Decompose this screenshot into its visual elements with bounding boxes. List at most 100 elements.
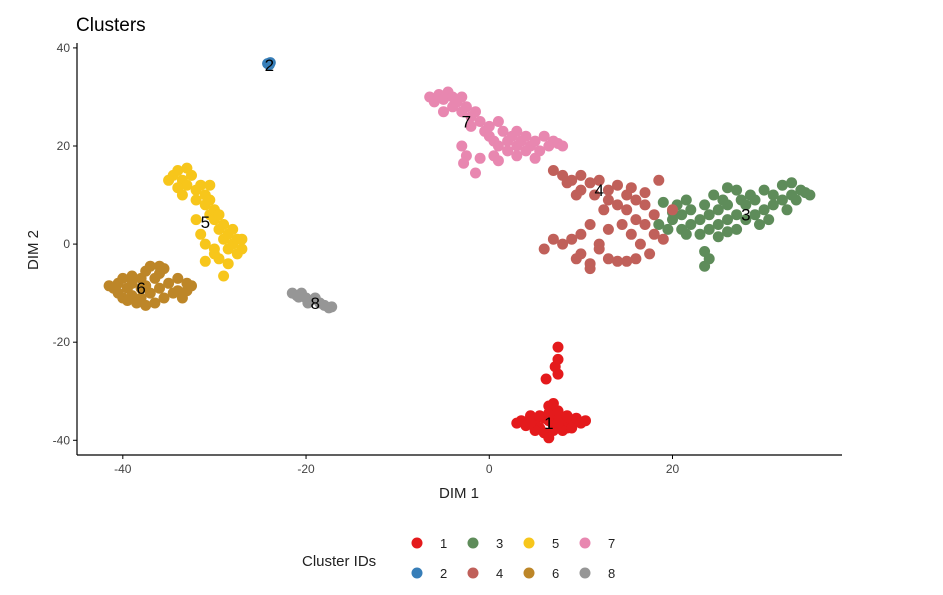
- cluster-label-2: 2: [265, 56, 274, 75]
- legend-key-2: [411, 567, 423, 579]
- point-cluster-7: [557, 140, 569, 152]
- point-cluster-4: [667, 204, 678, 216]
- point-cluster-3: [776, 194, 788, 206]
- point-cluster-6: [121, 295, 133, 306]
- point-cluster-3: [767, 189, 779, 201]
- point-cluster-1: [511, 417, 523, 429]
- point-cluster-2: [264, 57, 276, 69]
- point-cluster-6: [172, 272, 184, 284]
- point-cluster-1: [552, 417, 564, 429]
- y-tick-label: -40: [53, 433, 71, 447]
- point-cluster-4: [602, 253, 614, 265]
- x-tick-label: 20: [666, 462, 680, 476]
- point-cluster-4: [547, 165, 559, 176]
- point-cluster-3: [676, 209, 688, 221]
- point-cluster-4: [557, 238, 569, 250]
- point-cluster-4: [602, 223, 614, 235]
- point-cluster-3: [731, 223, 743, 235]
- point-cluster-4: [602, 194, 614, 206]
- chart-title: Clusters: [76, 15, 146, 36]
- point-cluster-5: [208, 248, 220, 260]
- point-cluster-6: [144, 287, 156, 299]
- point-cluster-3: [662, 223, 674, 235]
- point-cluster-6: [154, 282, 165, 294]
- point-cluster-1: [580, 415, 591, 427]
- point-cluster-7: [492, 140, 504, 152]
- point-cluster-7: [456, 140, 468, 152]
- point-cluster-4: [593, 174, 605, 186]
- point-cluster-4: [630, 214, 642, 226]
- series-7: [424, 86, 569, 179]
- point-cluster-7: [511, 150, 523, 162]
- point-cluster-4: [616, 219, 628, 230]
- point-cluster-3: [758, 204, 770, 216]
- point-cluster-3: [754, 219, 765, 230]
- cluster-label-3: 3: [741, 206, 750, 225]
- point-cluster-5: [236, 243, 248, 255]
- point-cluster-4: [575, 169, 587, 181]
- point-cluster-3: [767, 199, 779, 211]
- point-cluster-8: [326, 301, 338, 313]
- legend-label-5: 5: [552, 536, 559, 551]
- point-cluster-4: [634, 238, 646, 250]
- point-cluster-6: [158, 292, 170, 304]
- point-cluster-7: [458, 157, 470, 169]
- point-cluster-3: [680, 228, 692, 240]
- point-cluster-4: [575, 228, 587, 240]
- point-cluster-4: [570, 253, 582, 265]
- point-cluster-4: [625, 182, 637, 194]
- point-cluster-7: [438, 106, 449, 118]
- cluster-label-6: 6: [136, 279, 145, 298]
- point-cluster-4: [644, 248, 656, 260]
- series-2: [262, 57, 276, 71]
- legend: Cluster IDs 1 2 3 4 5 6 7 8: [302, 536, 615, 581]
- point-cluster-3: [763, 214, 775, 226]
- y-tick-label: -20: [53, 335, 71, 349]
- point-cluster-4: [612, 199, 623, 211]
- point-cluster-3: [722, 214, 733, 226]
- point-cluster-7: [529, 152, 541, 164]
- legend-key-3: [467, 537, 479, 549]
- point-cluster-6: [144, 260, 156, 272]
- point-cluster-3: [712, 231, 724, 243]
- point-cluster-6: [154, 260, 165, 272]
- point-cluster-3: [804, 189, 816, 201]
- series-8: [286, 287, 338, 314]
- point-cluster-4: [561, 177, 573, 189]
- point-cluster-7: [460, 101, 472, 113]
- point-cluster-5: [190, 194, 202, 206]
- point-cluster-4: [570, 189, 582, 201]
- point-cluster-3: [776, 179, 788, 191]
- point-cluster-4: [648, 228, 660, 240]
- point-cluster-5: [190, 214, 202, 226]
- point-cluster-6: [163, 277, 175, 289]
- point-cluster-4: [593, 243, 605, 255]
- point-cluster-5: [227, 223, 239, 235]
- point-cluster-7: [474, 116, 486, 127]
- point-cluster-3: [781, 204, 793, 216]
- x-tick-label: -40: [114, 462, 132, 476]
- legend-key-6: [523, 567, 535, 579]
- point-cluster-3: [731, 209, 743, 221]
- cluster-labels: 1 2 3 4 5 6 7 8: [136, 56, 750, 433]
- point-cluster-3: [653, 219, 665, 230]
- point-cluster-3: [680, 194, 692, 206]
- point-cluster-4: [630, 253, 642, 265]
- point-cluster-3: [708, 189, 720, 201]
- point-cluster-5: [172, 165, 184, 176]
- legend-label-6: 6: [552, 566, 559, 581]
- point-cluster-3: [685, 219, 697, 230]
- point-cluster-3: [722, 199, 733, 211]
- point-cluster-1: [561, 410, 573, 422]
- point-cluster-7: [529, 135, 541, 147]
- point-cluster-5: [222, 258, 234, 270]
- point-cluster-7: [538, 130, 550, 142]
- y-tick-label: 40: [57, 41, 71, 55]
- point-cluster-7: [492, 155, 504, 167]
- point-cluster-7: [483, 120, 495, 132]
- point-cluster-4: [602, 184, 614, 196]
- point-cluster-3: [694, 228, 706, 240]
- point-cluster-6: [149, 297, 161, 309]
- series-1: [511, 341, 591, 444]
